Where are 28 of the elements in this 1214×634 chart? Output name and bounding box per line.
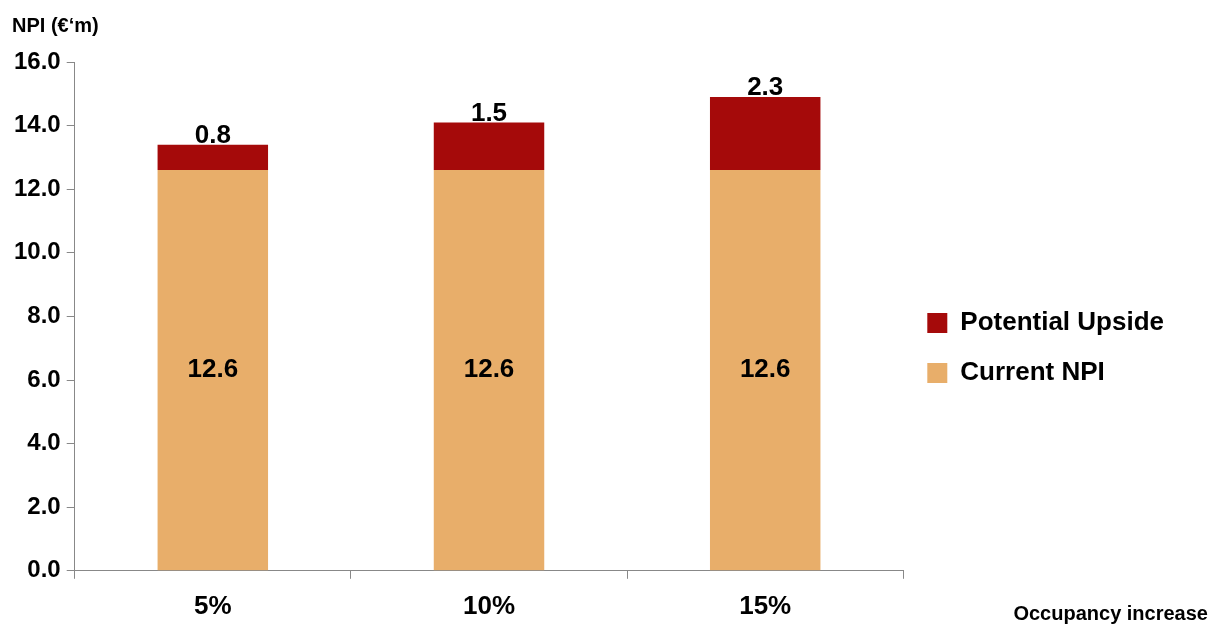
bar: [157, 144, 269, 171]
x-tick-label: 5%: [194, 589, 232, 620]
data-label: 1.5: [470, 96, 508, 127]
bar: [433, 170, 545, 571]
data-label: 2.3: [747, 71, 784, 102]
data-label: 12.6: [463, 353, 515, 384]
data-label: 12.6: [187, 353, 239, 384]
bar: [157, 170, 269, 571]
y-tick-label: 10.0: [13, 237, 61, 265]
bar: [709, 170, 821, 571]
legend-label: Potential Upside: [960, 306, 1165, 337]
y-tick-label: 8.0: [27, 301, 61, 329]
y-tick-label: 14.0: [13, 110, 61, 138]
y-tick-label: 6.0: [27, 364, 61, 392]
x-tick-label: 15%: [739, 589, 792, 620]
y-tick-label: 4.0: [27, 428, 61, 456]
data-label: 12.6: [739, 353, 791, 384]
legend-label: Current NPI: [960, 356, 1105, 387]
y-tick-label: 2.0: [27, 491, 61, 519]
y-tick-label: 0.0: [27, 555, 61, 583]
x-tick-label: 10%: [462, 589, 516, 620]
y-axis-title: NPI (€‘m): [12, 13, 99, 36]
bar: [709, 96, 821, 171]
y-tick-label: 16.0: [13, 46, 61, 74]
bar: [433, 122, 545, 171]
data-label: 0.8: [194, 118, 231, 149]
text: Occupancy increase: [1013, 601, 1208, 624]
y-tick-label: 12.0: [13, 173, 61, 201]
